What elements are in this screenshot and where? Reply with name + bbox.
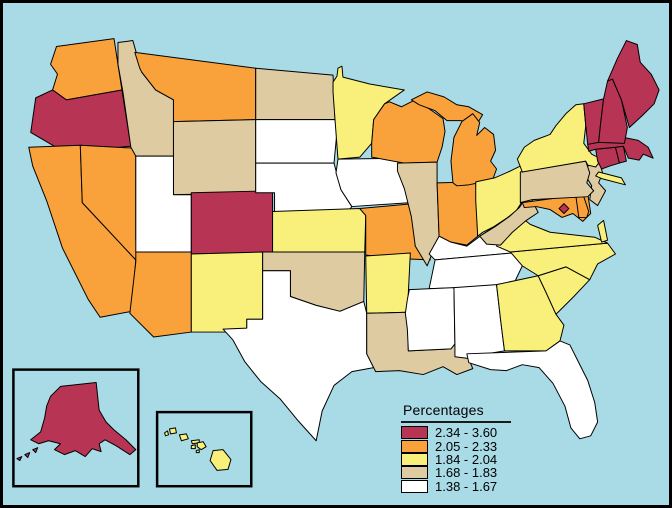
legend-swatch <box>401 439 428 453</box>
state-wisconsin <box>371 100 446 164</box>
state-hawaii <box>196 441 207 451</box>
state-colorado <box>190 190 274 255</box>
legend-swatch <box>401 466 428 480</box>
legend-label: 1.38 - 1.67 <box>435 478 498 494</box>
legend-label: 2.34 - 3.60 <box>435 425 498 441</box>
legend-row: 1.68 - 1.83 <box>401 465 551 481</box>
hawaii-inset <box>155 410 253 488</box>
state-oregon <box>30 89 132 153</box>
state-maryland <box>521 193 592 222</box>
state-maine <box>607 40 660 129</box>
legend-row: 1.38 - 1.67 <box>401 478 551 494</box>
state-indiana <box>436 181 479 246</box>
state-south-dakota <box>255 119 338 164</box>
state-north-carolina <box>509 242 616 281</box>
legend-label: 1.68 - 1.83 <box>435 465 498 481</box>
state-virginia <box>597 219 609 243</box>
state-hawaii <box>195 449 200 454</box>
state-alabama <box>453 284 505 364</box>
legend-row: 2.34 - 3.60 <box>401 425 551 441</box>
state-kansas <box>272 208 367 253</box>
state-north-dakota <box>255 67 336 121</box>
state-minnesota <box>332 65 405 160</box>
map-legend: Percentages 2.34 - 3.60 2.05 - 2.33 1.84… <box>401 401 551 494</box>
state-hawaii <box>209 449 232 471</box>
state-washington <box>50 38 123 101</box>
legend-row: 2.05 - 2.33 <box>401 438 551 454</box>
legend-rows: 2.34 - 3.60 2.05 - 2.33 1.84 - 2.04 1.68… <box>401 425 551 494</box>
state-alaska <box>24 452 31 459</box>
legend-label: 1.84 - 2.04 <box>435 451 498 467</box>
legend-label: 2.05 - 2.33 <box>435 438 498 454</box>
state-alaska <box>16 456 23 462</box>
state-arizona <box>129 251 192 338</box>
state-hawaii <box>178 433 189 442</box>
legend-swatch <box>401 426 428 440</box>
legend-swatch <box>401 479 428 493</box>
state-hawaii <box>190 444 196 450</box>
state-massachusetts <box>587 136 654 161</box>
state-arkansas <box>365 252 411 314</box>
alaska-inset <box>12 368 140 488</box>
state-mississippi <box>404 287 456 352</box>
state-wyoming <box>172 119 257 196</box>
legend-title: Percentages <box>401 401 511 423</box>
legend-swatch <box>401 452 428 466</box>
state-texas <box>222 270 375 442</box>
legend-row: 1.84 - 2.04 <box>401 451 551 467</box>
state-alaska <box>32 447 39 454</box>
state-new-york <box>595 171 626 186</box>
us-choropleth-map <box>12 38 660 488</box>
state-michigan <box>410 91 484 126</box>
state-illinois <box>396 161 440 267</box>
state-pennsylvania <box>519 160 595 204</box>
state-florida <box>466 340 599 440</box>
state-alaska <box>30 381 137 458</box>
state-michigan <box>450 113 498 187</box>
state-hawaii <box>169 427 177 435</box>
state-hawaii <box>164 430 170 437</box>
state-district-of-columbia <box>558 203 570 214</box>
